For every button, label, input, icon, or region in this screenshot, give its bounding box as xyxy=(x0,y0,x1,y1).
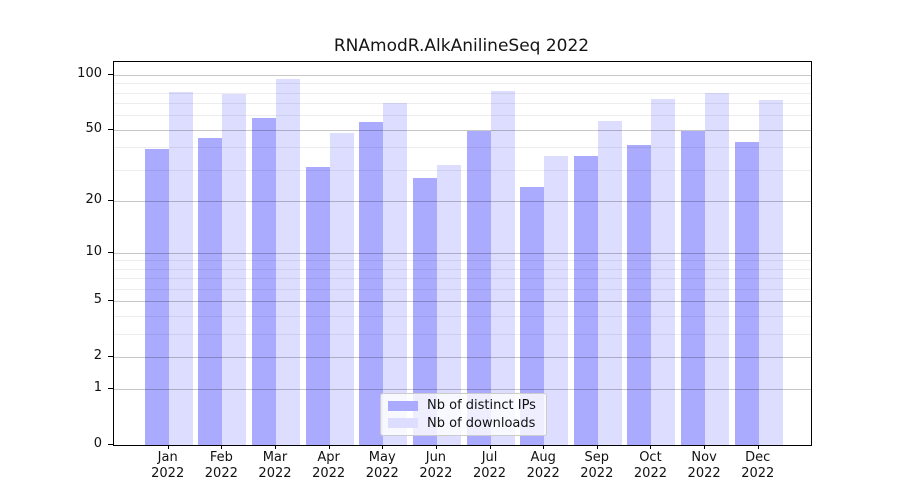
bar-downloads-jul-2022 xyxy=(490,90,515,445)
y-tick-mark-10 xyxy=(108,251,113,253)
x-tick-mark-dec xyxy=(757,445,759,449)
y-tick-mark-5 xyxy=(108,300,113,302)
bar-downloads-jan-2022 xyxy=(168,91,193,445)
bar-downloads-aug-2022 xyxy=(544,155,569,445)
x-tick-label-mar-2022: Mar 2022 xyxy=(258,450,292,481)
x-tick-label-feb-2022: Feb 2022 xyxy=(204,450,238,481)
x-tick-mark-oct xyxy=(650,445,652,449)
chart-title: RNAmodR.AlkAnilineSeq 2022 xyxy=(333,36,590,56)
bar-downloads-may-2022 xyxy=(383,103,408,445)
x-tick-mark-jun xyxy=(435,445,437,449)
y-tick-mark-0 xyxy=(108,444,113,445)
x-tick-label-jul-2022: Jul 2022 xyxy=(472,450,507,481)
y-tick-mark-2 xyxy=(108,355,113,357)
legend-row-downloads: Nb of downloads xyxy=(388,416,541,431)
y-tick-mark-20 xyxy=(108,199,113,201)
x-tick-mark-nov xyxy=(704,445,706,449)
x-tick-label-aug-2022: Aug 2022 xyxy=(526,450,560,481)
x-tick-mark-mar xyxy=(274,445,276,449)
bar-ips-mar-2022 xyxy=(251,118,276,445)
x-tick-label-oct-2022: Oct 2022 xyxy=(633,450,667,481)
plot-area: Nb of distinct IPs Nb of downloads xyxy=(113,61,812,446)
y-tick-mark-1 xyxy=(108,388,113,390)
x-tick-mark-aug xyxy=(543,445,545,449)
x-tick-label-sep-2022: Sep 2022 xyxy=(580,450,614,481)
bar-ips-dec-2022 xyxy=(734,141,759,445)
bar-downloads-dec-2022 xyxy=(758,99,783,445)
y-tick-label-5: 5 xyxy=(93,292,102,308)
bar-ips-nov-2022 xyxy=(681,131,706,445)
x-tick-label-nov-2022: Nov 2022 xyxy=(687,450,721,481)
y-tick-label-100: 100 xyxy=(77,66,102,81)
y-tick-label-20: 20 xyxy=(85,191,102,207)
legend-label-ips: Nb of distinct IPs xyxy=(427,398,536,414)
y-tick-label-2: 2 xyxy=(93,347,102,363)
x-tick-mark-jul xyxy=(489,445,491,449)
x-tick-label-dec-2022: Dec 2022 xyxy=(741,450,775,481)
x-tick-mark-may xyxy=(382,445,384,449)
x-tick-label-may-2022: May 2022 xyxy=(365,450,399,481)
bar-downloads-sep-2022 xyxy=(597,120,622,445)
bars-layer xyxy=(114,62,811,445)
legend-label-downloads: Nb of downloads xyxy=(427,415,536,431)
bar-ips-apr-2022 xyxy=(305,167,330,445)
bar-ips-jul-2022 xyxy=(466,131,491,445)
bar-ips-jan-2022 xyxy=(144,149,169,445)
x-tick-label-jun-2022: Jun 2022 xyxy=(419,450,453,481)
legend-swatch-downloads xyxy=(388,418,418,429)
bar-ips-may-2022 xyxy=(359,122,384,445)
y-tick-mark-100 xyxy=(108,74,113,75)
bar-downloads-apr-2022 xyxy=(329,133,354,445)
y-tick-label-50: 50 xyxy=(85,120,102,136)
y-tick-label-0: 0 xyxy=(93,436,102,451)
bar-downloads-nov-2022 xyxy=(705,92,730,445)
bar-ips-sep-2022 xyxy=(573,155,598,445)
legend-row-ips: Nb of distinct IPs xyxy=(388,398,541,413)
x-tick-label-jan-2022: Jan 2022 xyxy=(151,450,185,481)
x-tick-label-apr-2022: Apr 2022 xyxy=(312,450,346,481)
bar-ips-feb-2022 xyxy=(198,138,223,445)
x-tick-mark-sep xyxy=(596,445,598,449)
legend-swatch-ips xyxy=(388,400,418,411)
x-tick-mark-feb xyxy=(221,445,223,449)
y-tick-mark-50 xyxy=(108,128,113,130)
legend: Nb of distinct IPs Nb of downloads xyxy=(380,393,547,436)
bar-downloads-mar-2022 xyxy=(275,79,300,445)
y-tick-label-10: 10 xyxy=(85,243,102,259)
x-tick-mark-jan xyxy=(167,445,169,449)
bar-downloads-oct-2022 xyxy=(651,98,676,445)
bar-downloads-feb-2022 xyxy=(222,93,247,445)
y-tick-label-1: 1 xyxy=(93,380,102,396)
x-tick-mark-apr xyxy=(328,445,330,449)
bar-ips-oct-2022 xyxy=(627,145,652,445)
